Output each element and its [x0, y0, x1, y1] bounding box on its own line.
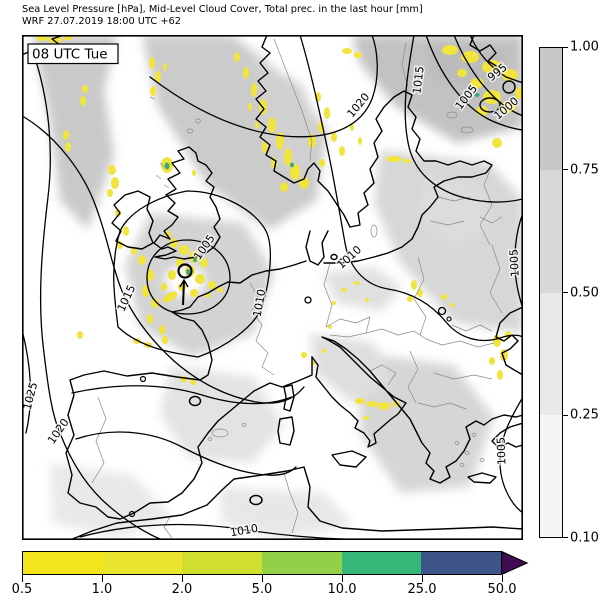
- cloud-colorbar-tick: [563, 46, 568, 48]
- isobar-label: 1020: [344, 90, 372, 120]
- isobar-label: 1025: [22, 381, 40, 411]
- map-frame: [22, 35, 523, 540]
- timestamp-label: 08 UTC Tue: [32, 47, 108, 63]
- isobars: [22, 35, 523, 540]
- precip-colorbar-tick-label: 2.0: [171, 582, 193, 597]
- cloud-colorbar-tick-label: 0.25: [570, 407, 599, 423]
- cloud-colorbar-segment: [540, 48, 562, 171]
- precip-colorbar-tick-label: 0.5: [11, 582, 33, 597]
- precip-colorbar-tick-label: 5.0: [251, 582, 273, 597]
- figure-title: Sea Level Pressure [hPa], Mid-Level Clou…: [22, 4, 423, 15]
- pressure-markers: [128, 263, 452, 518]
- precip-colorbar-segment: [341, 552, 422, 574]
- precip-colorbar-tick: [182, 575, 184, 582]
- cloud-colorbar-segment: [540, 170, 562, 293]
- map-canvas: 1020 1015 1005 995 1000 1010 1005 1010 1…: [22, 35, 523, 540]
- precip-colorbar-tick-label: 50.0: [487, 582, 517, 597]
- precip-colorbar-tick: [262, 575, 264, 582]
- cloud-colorbar-segment: [540, 292, 562, 415]
- precip-colorbar-tick: [22, 575, 24, 582]
- precip-colorbar-segment: [262, 552, 342, 574]
- cloud-colorbar-tick: [563, 536, 568, 538]
- isobar-label: 1020: [45, 416, 72, 446]
- cloud-colorbar-tick: [563, 169, 568, 171]
- coastlines: [22, 35, 523, 540]
- precip-colorbar-tick: [102, 575, 104, 582]
- precip-colorbar-tick-label: 25.0: [407, 582, 437, 597]
- isobar-label: 1010: [229, 522, 259, 540]
- country-borders: [91, 38, 503, 539]
- precip-colorbar-segment: [102, 552, 183, 574]
- isobar-label: 1005: [507, 249, 521, 278]
- cloud-colorbar-tick-label: 0.10: [570, 530, 599, 546]
- precip-colorbar-tick-label: 1.0: [91, 582, 113, 597]
- low-center-marker: [177, 263, 193, 279]
- precip-colorbar-tick: [342, 575, 344, 582]
- precipitation-core-layer: [164, 93, 480, 275]
- precip-colorbar-segment: [182, 552, 263, 574]
- precip-colorbar-tick: [422, 575, 424, 582]
- isobar-label: 1010: [335, 243, 365, 271]
- trough-line: [182, 280, 185, 306]
- precip-colorbar: [22, 551, 502, 575]
- cloud-colorbar-segment: [540, 414, 562, 537]
- isobar-label: 1005: [495, 437, 509, 465]
- precip-colorbar-overflow-arrow: [501, 551, 529, 575]
- cloud-colorbar-tick-label: 1.00: [570, 39, 599, 55]
- precip-colorbar-tick: [502, 575, 504, 582]
- timestamp-box: 08 UTC Tue: [27, 43, 119, 65]
- cloud-colorbar-tick: [563, 414, 568, 416]
- trough-arrowhead: [179, 278, 189, 288]
- cloud-colorbar-tick-label: 0.75: [570, 162, 599, 178]
- cloud-colorbar-tick-label: 0.50: [570, 285, 599, 300]
- precip-colorbar-segment: [23, 552, 103, 574]
- cloud-shading-layer: [32, 35, 523, 539]
- precip-colorbar-segment: [421, 552, 502, 574]
- cloud-cover-colorbar: [539, 47, 563, 538]
- cloud-colorbar-tick: [563, 292, 568, 294]
- figure-subtitle: WRF 27.07.2019 18:00 UTC +62: [22, 16, 182, 27]
- isobar-label: 1015: [410, 65, 426, 94]
- precip-colorbar-tick-label: 10.0: [327, 582, 357, 597]
